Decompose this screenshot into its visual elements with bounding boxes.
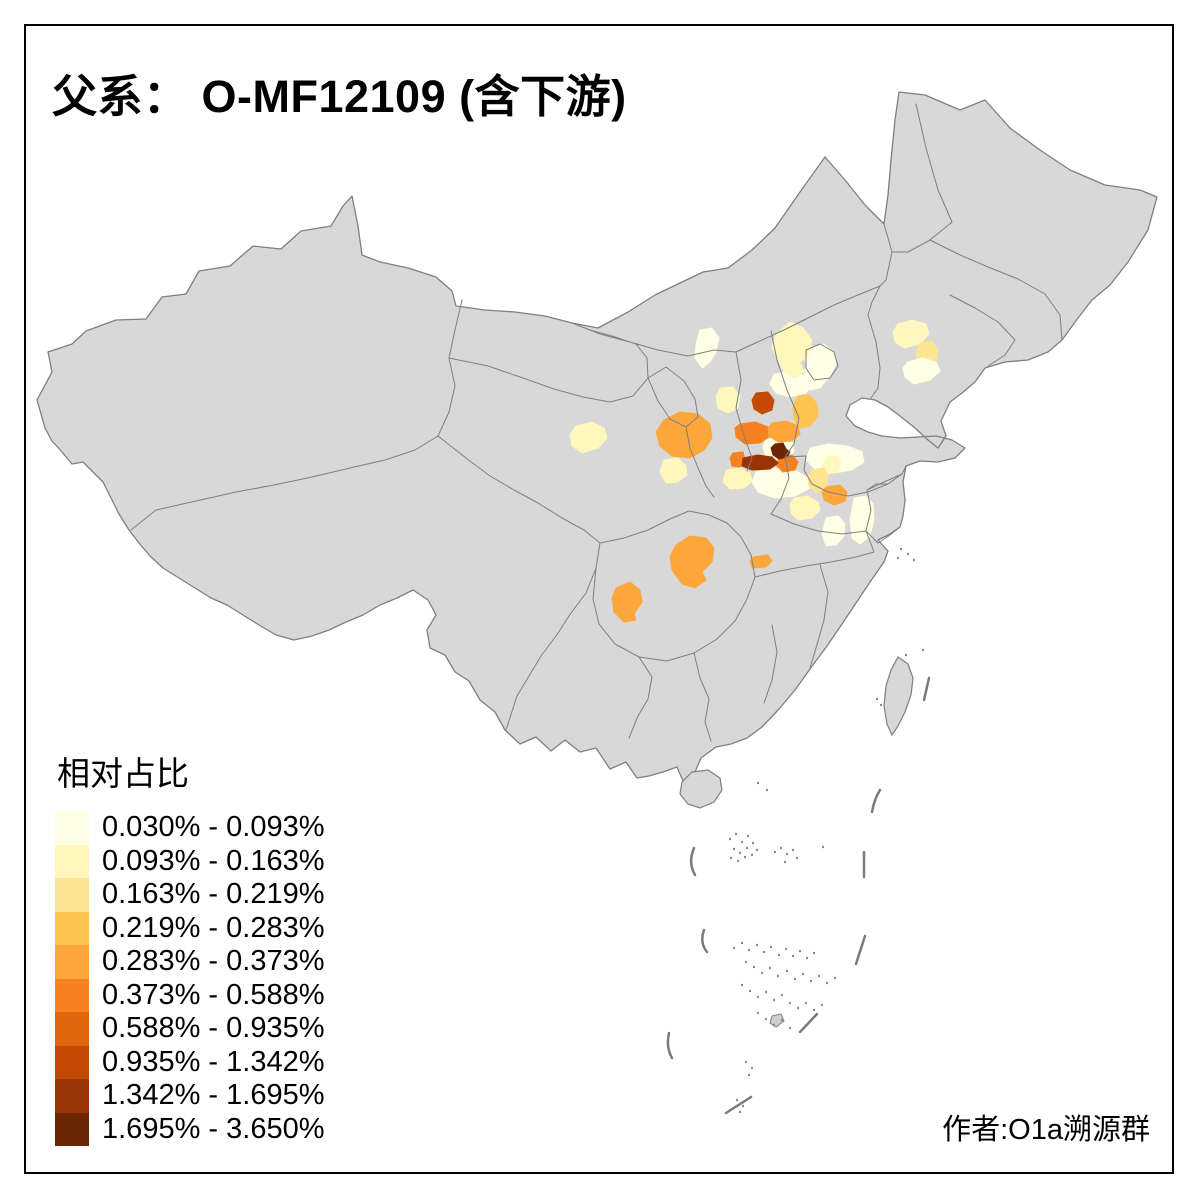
map-region-r29 [749,554,773,569]
legend-title: 相对占比 [57,755,189,792]
legend-row: 0.030% - 0.093% [55,811,324,845]
map-region-r12 [741,454,779,471]
legend-swatch [55,978,89,1012]
legend-label: 0.283% - 0.373% [102,945,325,978]
south-china-sea-islands [729,547,924,1114]
map-region-r18 [722,467,753,490]
legend-swatch [55,1112,89,1146]
map-region-r3 [694,327,720,369]
map-region-r6 [715,386,741,414]
legend-swatch [55,911,89,945]
province-borders [130,103,1063,742]
map-region-r28 [611,581,643,623]
hainan-island [679,769,723,809]
map-region-r21 [821,484,848,506]
choropleth-regions [569,319,941,623]
legend-swatch [55,1079,89,1113]
map-region-r27 [669,535,715,589]
map-title: 父系： O-MF12109 (含下游) [52,71,627,122]
legend-row: 1.342% - 1.695% [55,1079,324,1113]
legend-row: 0.163% - 0.219% [55,878,324,912]
taiwan-island [883,656,914,737]
legend-label: 0.373% - 0.588% [102,978,325,1011]
legend-label: 0.093% - 0.163% [102,844,325,877]
author-credit: 作者:O1a溯源群 [942,1114,1150,1146]
map-region-r14 [729,451,746,468]
figure-border [24,24,1174,1174]
map-region-r23 [821,515,846,547]
legend: 相对占比 0.030% - 0.093% 0.093% - 0.163% 0.163… [55,747,324,1146]
nine-dash-line [666,676,931,1115]
legend-row: 0.935% - 1.342% [55,1045,325,1079]
legend-label: 0.030% - 0.093% [102,811,325,844]
legend-label: 1.695% - 3.650% [102,1112,325,1145]
legend-row: 0.283% - 0.373% [55,945,324,979]
map-region-r32 [902,357,941,385]
legend-label: 0.163% - 0.219% [102,878,325,911]
legend-swatch [55,945,89,979]
legend-rows: 0.030% - 0.093% 0.093% - 0.163% 0.163% - 0… [55,811,324,1146]
map-region-r1 [771,321,813,379]
map-region-r9 [767,420,801,443]
map-region-r17 [659,457,688,484]
legend-swatch [55,844,89,878]
legend-row: 0.093% - 0.163% [55,844,325,878]
legend-row: 0.588% - 0.935% [55,1012,324,1046]
legend-label: 1.342% - 1.695% [102,1079,325,1112]
spratly-reef-island [769,1013,785,1028]
map-region-r8 [734,421,771,445]
legend-swatch [55,1045,89,1079]
legend-label: 0.219% - 0.283% [102,911,325,944]
legend-label: 0.935% - 1.342% [102,1045,325,1078]
legend-swatch [55,811,89,845]
legend-row: 0.219% - 0.283% [55,911,325,945]
map-region-r15 [655,411,713,459]
map-region-r7 [751,391,775,415]
map-region-r26 [822,455,842,475]
legend-label: 0.588% - 0.935% [102,1012,325,1045]
map-region-r5 [792,394,819,429]
legend-swatch [55,1012,89,1046]
legend-swatch [55,878,89,912]
map-region-r16 [569,421,608,454]
legend-row: 0.373% - 0.588% [55,978,325,1012]
legend-row: 1.695% - 3.650% [55,1112,325,1146]
map-region-r22 [789,495,821,521]
